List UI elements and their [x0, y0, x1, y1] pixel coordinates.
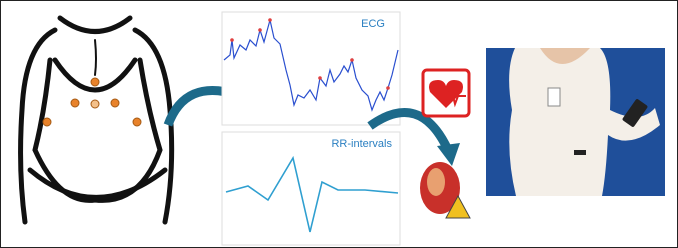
figure: ECG RR-intervals — [0, 0, 678, 248]
electrode — [91, 100, 99, 108]
electrode — [91, 78, 99, 86]
electrode-strip — [574, 150, 586, 155]
chin — [95, 40, 96, 75]
heart-highlight — [427, 168, 445, 196]
electrode — [133, 118, 141, 126]
panel-title: RR-intervals — [331, 138, 392, 150]
peak — [268, 18, 272, 22]
electrode — [43, 118, 51, 126]
peak — [230, 38, 234, 42]
peak — [386, 86, 390, 90]
peak — [258, 28, 262, 32]
electrode — [71, 99, 79, 107]
sensor — [548, 88, 560, 106]
electrode — [111, 99, 119, 107]
panel-title: ECG — [361, 18, 385, 30]
peak — [318, 76, 322, 80]
page: {"ecg_panel": {"title": "ECG"}, "rr_pane… — [0, 0, 678, 248]
peak — [350, 58, 354, 62]
